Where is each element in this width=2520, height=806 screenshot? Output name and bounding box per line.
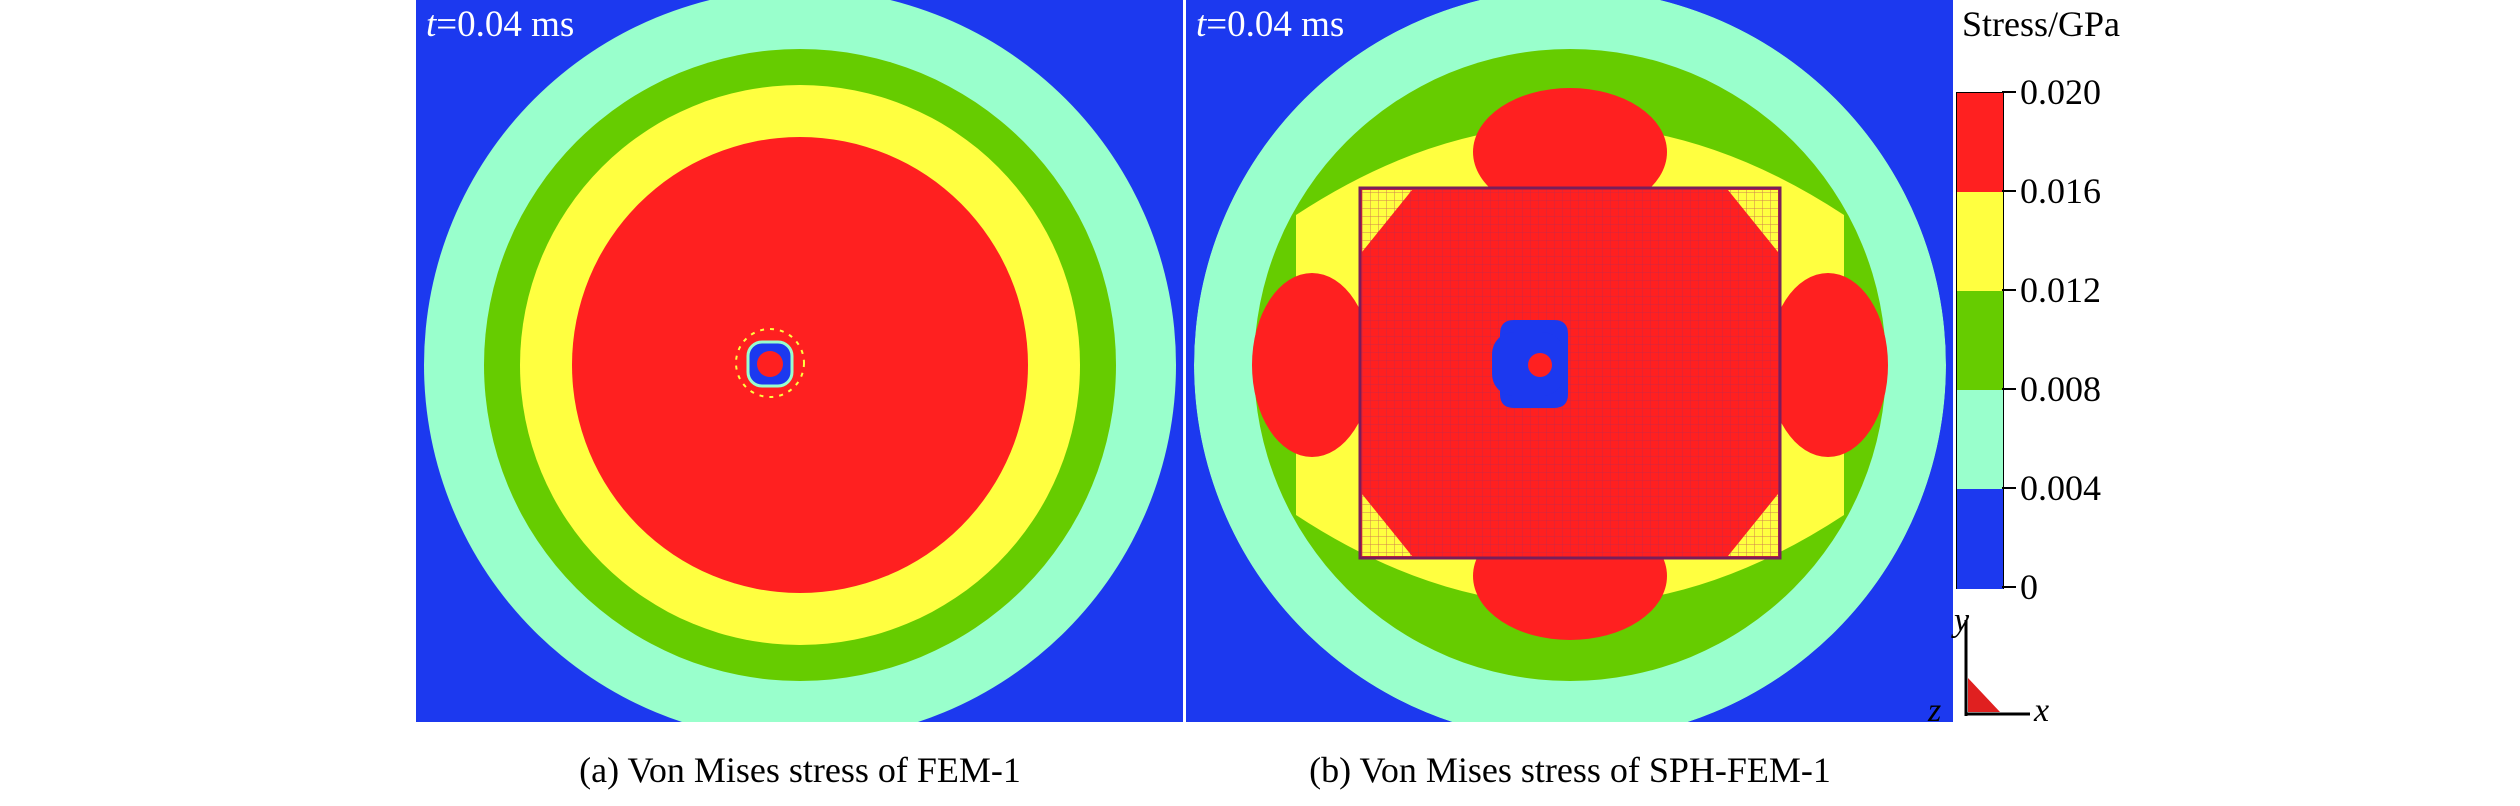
color-scale-tick-label: 0.012 xyxy=(2020,270,2101,310)
time-variable: t xyxy=(426,4,437,45)
color-scale-tick-label: 0.008 xyxy=(2020,369,2101,409)
time-variable: t xyxy=(1196,4,1207,45)
center-hole xyxy=(1492,320,1568,408)
axis-triad-marker xyxy=(1968,678,2000,712)
color-scale-segment xyxy=(1957,192,2003,292)
caption-fem: (a) Von Mises stress of FEM-1 xyxy=(579,750,1021,790)
axis-label-z: z xyxy=(1928,692,1942,729)
color-scale-tick-mark xyxy=(2002,289,2016,291)
color-scale-segment xyxy=(1957,489,2003,589)
color-scale-tick-label: 0.020 xyxy=(2020,72,2101,112)
axis-label-y: y xyxy=(1954,602,1970,639)
sph-particle-grid xyxy=(1360,188,1780,558)
color-scale-tick-mark xyxy=(2002,487,2016,489)
color-scale-segment xyxy=(1957,390,2003,490)
time-label: t=0.04 ms xyxy=(1196,6,1344,43)
center-hole xyxy=(735,328,805,398)
sph-fem-stress-panel: t=0.04 ms xyxy=(1186,0,1953,722)
time-value: =0.04 ms xyxy=(1206,4,1345,45)
color-scale-tick-mark xyxy=(2002,586,2016,588)
legend-title: Stress/GPa xyxy=(1962,4,2121,44)
color-scale-bar xyxy=(1956,92,2004,589)
fem-stress-panel: t=0.04 ms xyxy=(416,0,1183,722)
caption-sph-fem: (b) Von Mises stress of SPH-FEM-1 xyxy=(1309,750,1831,790)
contour-lobe-right xyxy=(1768,273,1888,457)
color-scale-tick-label: 0.016 xyxy=(2020,171,2101,211)
color-scale-tick-label: 0.004 xyxy=(2020,468,2101,508)
color-scale-tick-mark xyxy=(2002,91,2016,93)
sph-region-border xyxy=(1358,186,1782,560)
color-scale-tick-mark xyxy=(2002,388,2016,390)
axis-label-x: x xyxy=(2034,692,2050,729)
color-scale-tick-label: 0 xyxy=(2020,567,2038,607)
contour-core-0.016 xyxy=(572,137,1028,593)
sph-fem-contour-plot xyxy=(1186,0,1953,722)
contour-lobe-top xyxy=(1473,88,1667,216)
color-scale-segment xyxy=(1957,93,2003,193)
contour-lobe-left xyxy=(1252,273,1372,457)
time-value: =0.04 ms xyxy=(436,4,575,45)
time-label: t=0.04 ms xyxy=(426,6,574,43)
color-scale-segment xyxy=(1957,291,2003,391)
fem-contour-plot xyxy=(416,0,1183,722)
color-scale-tick-mark xyxy=(2002,190,2016,192)
axis-triad-graphic xyxy=(1964,620,2030,716)
